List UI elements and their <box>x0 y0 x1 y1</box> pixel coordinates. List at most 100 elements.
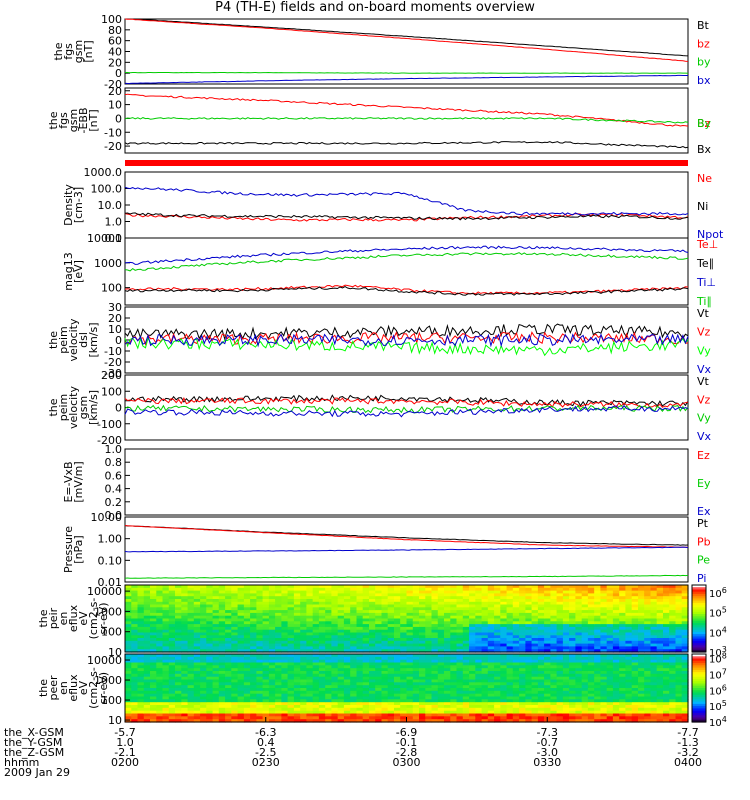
heatmap-cell <box>456 643 464 647</box>
heatmap-cell <box>456 635 464 639</box>
heatmap-cell <box>425 682 433 686</box>
heatmap-cell <box>594 612 602 617</box>
heatmap-cell <box>494 632 501 636</box>
heatmap-cell <box>318 654 326 658</box>
heatmap-cell <box>250 685 257 689</box>
heatmap-cell <box>193 707 201 712</box>
heatmap-cell <box>125 713 132 717</box>
heatmap-cell <box>500 587 508 592</box>
heatmap-cell <box>143 693 151 698</box>
heatmap-cell <box>200 705 207 709</box>
heatmap-cell <box>481 662 489 666</box>
heatmap-cell <box>519 640 526 645</box>
heatmap-cell <box>506 587 514 592</box>
heatmap-cell <box>606 593 614 597</box>
heatmap-cell <box>256 596 264 600</box>
heatmap-cell <box>550 707 558 712</box>
heatmap-cell <box>150 643 157 647</box>
heatmap-cell <box>256 638 264 642</box>
heatmap-cell <box>456 690 464 695</box>
heatmap-cell <box>318 716 326 720</box>
heatmap-cell <box>125 673 132 678</box>
heatmap-cell <box>556 610 564 614</box>
heatmap-cell <box>669 604 677 608</box>
heatmap-cell <box>506 604 514 608</box>
heatmap-cell <box>218 585 226 589</box>
heatmap-cell <box>500 671 508 675</box>
heatmap-cell <box>331 604 339 608</box>
heatmap-cell <box>612 654 620 658</box>
heatmap-cell <box>500 624 508 628</box>
heatmap-cell <box>218 665 226 669</box>
heatmap-cell <box>337 671 345 675</box>
heatmap-cell <box>600 593 608 597</box>
heatmap-cell <box>487 624 495 628</box>
heatmap-cell <box>356 632 364 636</box>
heatmap-cell <box>375 702 383 706</box>
heatmap-cell <box>362 699 370 703</box>
heatmap-cell <box>356 719 364 723</box>
heatmap-cell <box>369 707 376 712</box>
heatmap-cell <box>506 699 514 703</box>
heatmap-cell <box>250 612 257 617</box>
heatmap-cell <box>650 585 658 589</box>
heatmap-cell <box>225 656 232 661</box>
date-label: 2009 Jan 29 <box>4 766 70 779</box>
heatmap-cell <box>125 654 132 658</box>
heatmap-cell <box>437 596 445 600</box>
heatmap-cell <box>450 682 458 686</box>
heatmap-cell <box>262 693 270 698</box>
heatmap-cell <box>625 596 633 600</box>
heatmap-cell <box>600 654 608 658</box>
heatmap-cell <box>469 601 476 606</box>
heatmap-cell <box>300 665 308 669</box>
heatmap-cell <box>137 618 145 622</box>
heatmap-cell <box>212 656 220 661</box>
heatmap-cell <box>362 638 370 642</box>
heatmap-cell <box>237 654 245 658</box>
heatmap-cell <box>275 656 282 661</box>
heatmap-cell <box>494 719 501 723</box>
heatmap-cell <box>381 668 389 672</box>
heatmap-cell <box>293 671 301 675</box>
heatmap-cell <box>537 621 545 625</box>
heatmap-cell <box>562 673 570 678</box>
heatmap-cell <box>500 665 508 669</box>
heatmap-cell <box>256 649 264 653</box>
heatmap-cell <box>562 676 570 681</box>
heatmap-cell <box>550 607 558 611</box>
heatmap-cell <box>293 659 301 664</box>
heatmap-cell <box>275 671 282 675</box>
heatmap-cell <box>193 688 201 692</box>
heatmap-cell <box>587 676 595 681</box>
heatmap-cell <box>394 665 401 669</box>
heatmap-cell <box>362 719 370 723</box>
heatmap-cell <box>262 599 270 603</box>
heatmap-cell <box>168 702 176 706</box>
heatmap-cell <box>256 696 264 700</box>
heatmap-cell <box>462 654 470 658</box>
heatmap-cell <box>325 587 333 592</box>
heatmap-cell <box>181 676 189 681</box>
heatmap-cell <box>669 638 677 642</box>
heatmap-cell <box>256 673 264 678</box>
heatmap-cell <box>487 673 495 678</box>
heatmap-cell <box>375 682 383 686</box>
heatmap-cell <box>644 676 652 681</box>
heatmap-cell <box>306 671 314 675</box>
heatmap-cell <box>318 676 326 681</box>
heatmap-cell <box>300 705 308 709</box>
heatmap-cell <box>318 593 326 597</box>
heatmap-cell <box>243 682 251 686</box>
colorbar-segment <box>692 618 706 622</box>
heatmap-cell <box>262 612 270 617</box>
heatmap-cell <box>519 646 526 650</box>
heatmap-cell <box>143 654 151 658</box>
heatmap-cell <box>156 710 164 715</box>
heatmap-cell <box>681 635 689 639</box>
heatmap-cell <box>512 596 520 600</box>
heatmap-cell <box>525 690 533 695</box>
heatmap-cell <box>156 671 164 675</box>
heatmap-cell <box>187 656 195 661</box>
